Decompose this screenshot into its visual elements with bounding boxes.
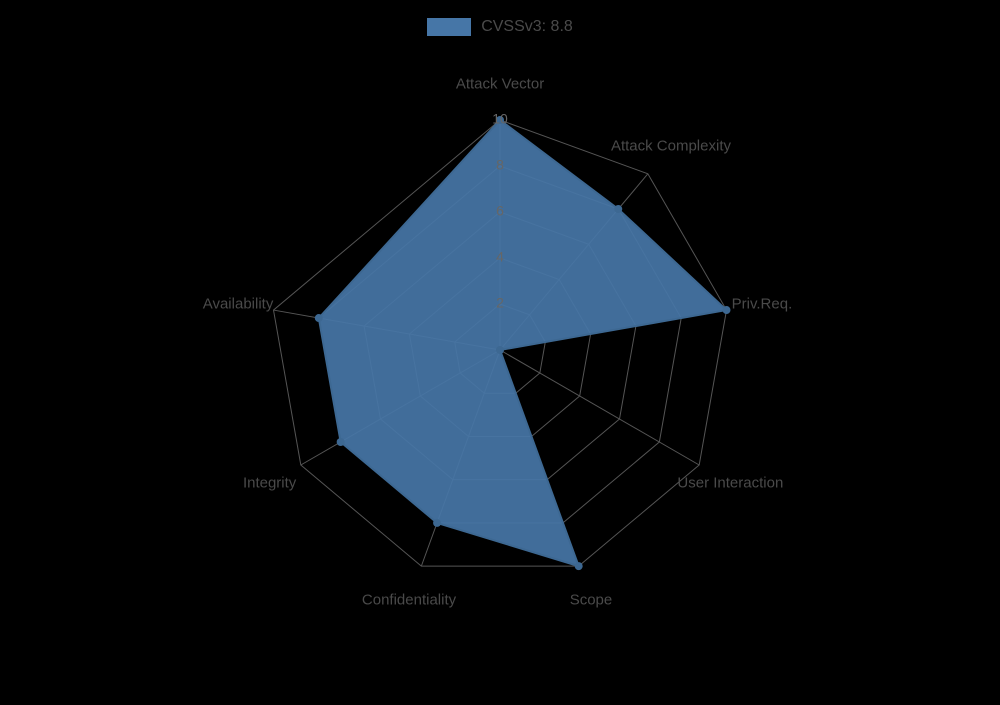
svg-text:10: 10 xyxy=(492,111,508,127)
radar-chart: 2 4 6 8 10 Attack Vector Attack Complexity Pri… xyxy=(0,0,1000,700)
radar-svg: 2 4 6 8 10 xyxy=(0,0,1000,700)
axis-label: Priv.Req. xyxy=(732,295,793,312)
axis-label: User Interaction xyxy=(677,475,783,492)
axis-label: Integrity xyxy=(243,475,296,492)
svg-text:8: 8 xyxy=(496,157,504,173)
svg-text:2: 2 xyxy=(496,295,504,311)
axis-label: Scope xyxy=(570,591,613,608)
axis-label: Attack Vector xyxy=(456,76,544,93)
svg-text:6: 6 xyxy=(496,203,504,219)
svg-text:4: 4 xyxy=(496,249,504,265)
axis-label: Confidentiality xyxy=(362,591,456,608)
axis-label: Availability xyxy=(203,295,274,312)
axis-label: Attack Complexity xyxy=(611,138,731,155)
radar-series xyxy=(315,116,731,570)
